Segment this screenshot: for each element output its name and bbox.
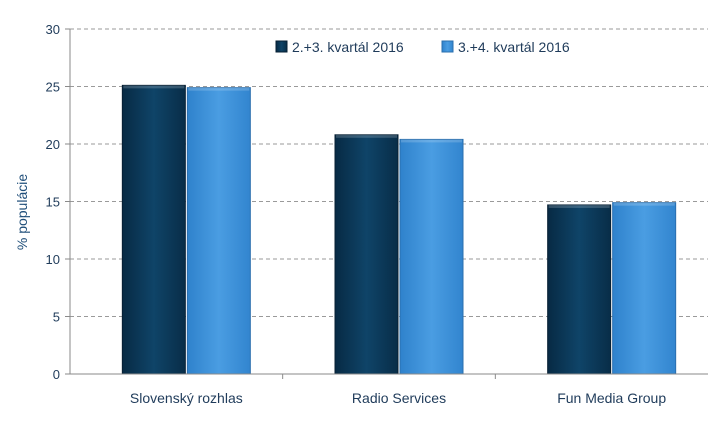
y-tick-label: 15 xyxy=(46,195,60,210)
legend: 2.+3. kvartál 2016 3.+4. kvartál 2016 xyxy=(275,39,570,55)
bar-highlight xyxy=(123,85,185,89)
bar-series-1 xyxy=(334,134,399,375)
y-tick-label: 20 xyxy=(46,137,60,152)
legend-swatch xyxy=(275,40,288,53)
axes xyxy=(65,28,708,379)
y-tick-label: 25 xyxy=(46,80,60,95)
bar-highlight xyxy=(336,134,397,138)
y-tick-label: 10 xyxy=(46,252,60,267)
y-tick-label: 5 xyxy=(53,310,60,325)
x-category-labels: Slovenský rozhlas Radio Services Fun Media… xyxy=(130,390,666,406)
bar-highlight xyxy=(613,202,675,206)
y-tick-label: 30 xyxy=(46,22,60,37)
legend-label: 3.+4. kvartál 2016 xyxy=(458,39,570,55)
legend-swatch xyxy=(441,40,454,53)
bar-highlight xyxy=(401,139,462,143)
bar-highlight xyxy=(548,204,610,208)
x-category-label: Fun Media Group xyxy=(557,390,666,406)
y-tick-labels: 0 5 10 15 20 25 30 xyxy=(46,22,60,382)
bar-series-2 xyxy=(186,87,251,375)
y-tick-label: 0 xyxy=(53,367,60,382)
bar-series-1 xyxy=(121,84,186,375)
bars xyxy=(121,84,677,375)
legend-label: 2.+3. kvartál 2016 xyxy=(292,39,404,55)
y-axis-title: % populácie xyxy=(14,174,30,250)
bar-series-2 xyxy=(399,138,464,375)
x-category-label: Slovenský rozhlas xyxy=(130,390,243,406)
bar-series-1 xyxy=(547,204,612,375)
bar-series-2 xyxy=(612,202,677,375)
bar-highlight xyxy=(188,87,250,91)
x-category-label: Radio Services xyxy=(352,390,446,406)
